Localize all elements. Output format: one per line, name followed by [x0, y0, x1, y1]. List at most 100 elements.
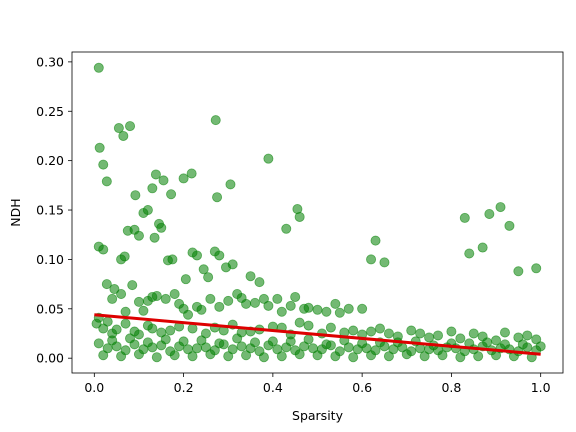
- data-point: [116, 288, 127, 299]
- data-point: [160, 293, 171, 304]
- data-point: [101, 279, 112, 290]
- data-point: [183, 309, 194, 320]
- data-point: [245, 271, 256, 282]
- data-point: [477, 242, 488, 253]
- data-point: [303, 302, 314, 313]
- data-point: [531, 263, 542, 274]
- data-point: [147, 183, 158, 194]
- data-point: [290, 291, 301, 302]
- data-point: [334, 307, 345, 318]
- data-point: [178, 173, 189, 184]
- data-point: [419, 351, 430, 362]
- data-point: [223, 295, 234, 306]
- data-point: [200, 342, 211, 353]
- data-point: [374, 323, 385, 334]
- data-point: [348, 325, 359, 336]
- data-point: [156, 222, 167, 233]
- data-point: [294, 349, 305, 360]
- data-point: [504, 220, 515, 231]
- data-point: [169, 288, 180, 299]
- data-point: [401, 349, 412, 360]
- data-point: [464, 248, 475, 259]
- data-point: [263, 300, 274, 311]
- data-point: [94, 142, 105, 153]
- data-point: [330, 298, 341, 309]
- y-axis-label: NDH: [8, 198, 23, 226]
- data-point: [133, 230, 144, 241]
- data-point: [127, 280, 138, 291]
- data-point: [101, 176, 112, 187]
- data-point: [214, 301, 225, 312]
- x-tick-label: 0.6: [352, 380, 372, 395]
- data-point: [250, 337, 261, 348]
- y-axis-ticks: 0.00 0.05 0.10 0.15 0.20 0.25 0.30: [36, 54, 72, 366]
- data-point: [212, 192, 223, 203]
- data-point: [263, 153, 274, 164]
- data-point: [499, 327, 510, 338]
- data-point: [151, 352, 162, 363]
- data-point: [241, 350, 252, 361]
- data-point: [133, 296, 144, 307]
- data-point: [165, 325, 176, 336]
- data-point: [205, 293, 216, 304]
- data-point: [158, 175, 169, 186]
- data-point: [366, 326, 377, 337]
- data-point: [116, 351, 127, 362]
- data-point: [119, 251, 130, 262]
- data-point: [433, 330, 444, 341]
- x-axis-label: Sparsity: [292, 408, 344, 423]
- data-point: [232, 333, 243, 344]
- data-point: [151, 290, 162, 301]
- data-point: [446, 326, 457, 337]
- x-axis-ticks: 0.0 0.2 0.4 0.6 0.8 1.0: [84, 373, 551, 395]
- data-point: [468, 328, 479, 339]
- x-tick-label: 0.0: [84, 380, 104, 395]
- y-tick-label: 0.20: [36, 153, 64, 168]
- data-point: [93, 338, 104, 349]
- data-point: [285, 336, 296, 347]
- data-point: [459, 212, 470, 223]
- y-tick-label: 0.10: [36, 252, 64, 267]
- data-point: [125, 121, 136, 132]
- plot-frame: [71, 51, 564, 374]
- data-point: [191, 250, 202, 261]
- points-layer: [91, 62, 546, 363]
- data-point: [312, 304, 323, 315]
- data-point: [294, 211, 305, 222]
- data-point: [107, 335, 118, 346]
- y-tick-label: 0.05: [36, 301, 64, 316]
- data-point: [138, 305, 149, 316]
- data-point: [178, 336, 189, 347]
- data-point: [348, 352, 359, 363]
- data-point: [166, 189, 177, 200]
- data-point: [210, 115, 221, 126]
- data-point: [366, 350, 377, 361]
- y-tick-label: 0.25: [36, 104, 64, 119]
- data-point: [187, 351, 198, 362]
- data-point: [227, 259, 238, 270]
- data-point: [258, 352, 269, 363]
- data-point: [370, 235, 381, 246]
- y-tick-label: 0.30: [36, 54, 64, 69]
- data-point: [93, 62, 104, 73]
- x-tick-label: 1.0: [531, 380, 551, 395]
- data-point: [118, 130, 129, 141]
- data-point: [321, 306, 332, 317]
- trend-line: [94, 313, 541, 356]
- data-point: [203, 272, 214, 283]
- data-point: [303, 334, 314, 345]
- data-point: [241, 298, 252, 309]
- data-point: [330, 351, 341, 362]
- data-point: [196, 335, 207, 346]
- data-point: [196, 304, 207, 315]
- trend-layer: [94, 313, 541, 356]
- data-point: [531, 334, 542, 345]
- data-point: [149, 232, 160, 243]
- data-point: [214, 250, 225, 261]
- data-point: [281, 223, 292, 234]
- data-point: [186, 168, 197, 179]
- data-point: [169, 350, 180, 361]
- data-point: [482, 337, 493, 348]
- data-point: [267, 336, 278, 347]
